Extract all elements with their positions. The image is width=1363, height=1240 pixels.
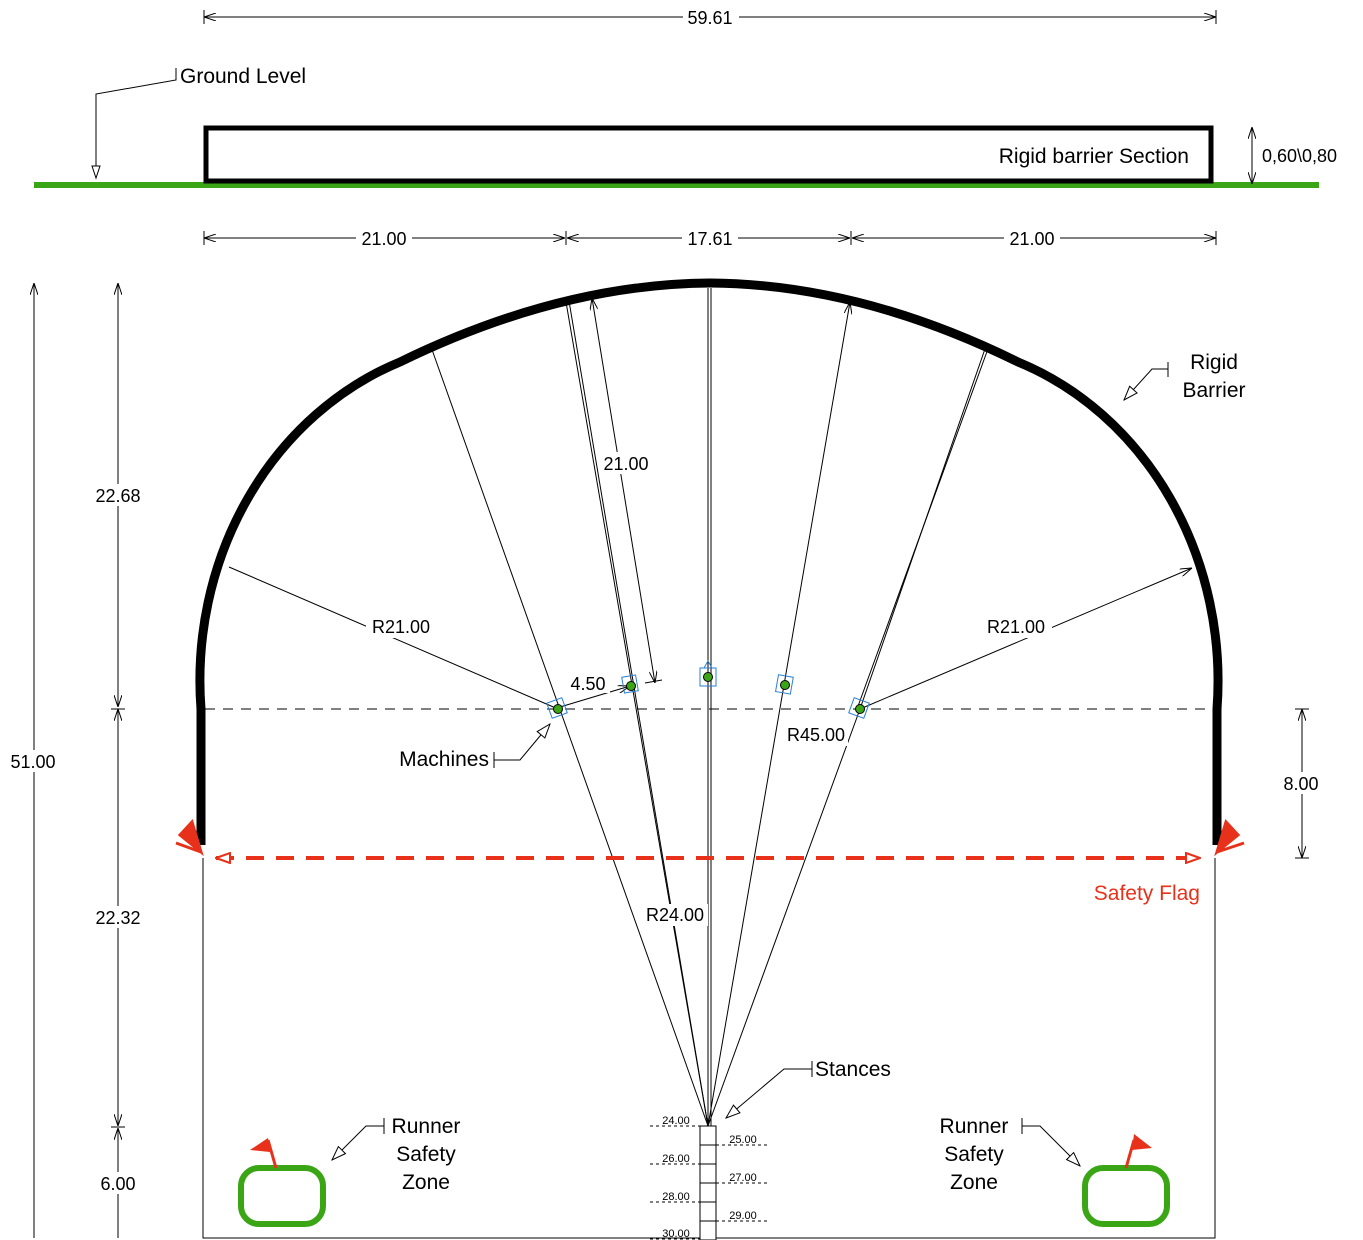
machine-spacing-value: 4.50 — [570, 674, 605, 694]
right-dim-value: 8.00 — [1283, 774, 1318, 794]
stance-mark-24: 24.00 — [662, 1115, 690, 1127]
stance-mark-30: 30.00 — [662, 1228, 690, 1240]
runner-zone-right-label-1: Runner — [940, 1115, 1009, 1138]
runner-zone-right-shape — [1082, 1165, 1170, 1227]
machine-2 — [626, 681, 636, 691]
runner-zone-right-label-2: Safety — [944, 1143, 1004, 1166]
machine-3 — [703, 672, 713, 682]
runner-zone-left-shape — [238, 1165, 326, 1227]
machine-4 — [780, 680, 790, 690]
overall-width-value: 59.61 — [687, 8, 732, 28]
rigid-barrier-arch — [195, 278, 1223, 845]
rigid-barrier-section — [203, 125, 1214, 184]
runner-zone-right-label-3: Zone — [950, 1171, 998, 1194]
runner-zone-left-label-1: Runner — [392, 1115, 461, 1138]
radius-outer-label: R45.00 — [787, 725, 845, 745]
safety-flag-label: Safety Flag — [1094, 882, 1200, 905]
top-dim-left: 21.00 — [361, 229, 406, 249]
runner-zone-right-flag — [1132, 1134, 1152, 1150]
stance-mark-26: 26.00 — [662, 1153, 690, 1165]
section-view: 59.61 Ground Level Rigid barrier Section… — [34, 6, 1337, 188]
machine-1 — [553, 704, 563, 714]
ground-level-label: Ground Level — [180, 65, 306, 88]
machines — [546, 659, 870, 719]
runner-safety-zone-right: Runner Safety Zone — [940, 1115, 1170, 1227]
rigid-barrier-label-1: Rigid — [1190, 351, 1238, 374]
stance-mark-29: 29.00 — [729, 1210, 757, 1222]
radial-dim-value: 21.00 — [603, 454, 648, 474]
stances-label: Stances — [815, 1058, 891, 1081]
top-dim-center: 17.61 — [687, 229, 732, 249]
left-dim-upper: 22.68 — [95, 486, 140, 506]
rigid-barrier-leader — [1124, 368, 1168, 400]
machines-label: Machines — [399, 748, 489, 771]
safety-flag-left — [175, 819, 204, 857]
stance-mark-27: 27.00 — [729, 1172, 757, 1184]
top-dimensions: 21.00 17.61 21.00 — [203, 228, 1217, 249]
radius-center-label: R24.00 — [646, 905, 704, 925]
machine-spacing-line — [559, 686, 630, 708]
left-dim-total: 51.00 — [10, 752, 55, 772]
left-dim-middle: 22.32 — [95, 908, 140, 928]
runner-safety-zone-left: Runner Safety Zone — [238, 1115, 461, 1227]
runner-zone-left-label-2: Safety — [396, 1143, 456, 1166]
safety-flag-right — [1214, 819, 1245, 857]
stance-mark-28: 28.00 — [662, 1191, 690, 1203]
ground-level-leader — [95, 68, 177, 168]
barrier-section-label: Rigid barrier Section — [999, 145, 1189, 168]
barrier-height-value: 0,60\0,80 — [1262, 146, 1337, 166]
top-dim-right: 21.00 — [1009, 229, 1054, 249]
radius-right-label: R21.00 — [987, 617, 1045, 637]
machine-5 — [855, 704, 865, 714]
rigid-barrier-label-2: Barrier — [1182, 379, 1245, 402]
left-dimensions: 51.00 22.68 22.32 6.00 — [4, 283, 148, 1238]
radius-left-label: R21.00 — [372, 617, 430, 637]
stances-leader — [726, 1068, 812, 1118]
runner-zone-left-flag — [250, 1138, 270, 1152]
stances: 24.00 26.00 28.00 30.00 25.00 27.00 29.0… — [650, 1115, 770, 1240]
stance-mark-25: 25.00 — [729, 1134, 757, 1146]
radial-dimension-line — [592, 298, 655, 683]
runner-zone-left-label-3: Zone — [402, 1171, 450, 1194]
right-dimension: 8.00 — [1276, 708, 1330, 859]
left-dim-lower: 6.00 — [100, 1174, 135, 1194]
radial-lines — [228, 288, 1192, 1127]
machines-leader — [494, 724, 550, 761]
